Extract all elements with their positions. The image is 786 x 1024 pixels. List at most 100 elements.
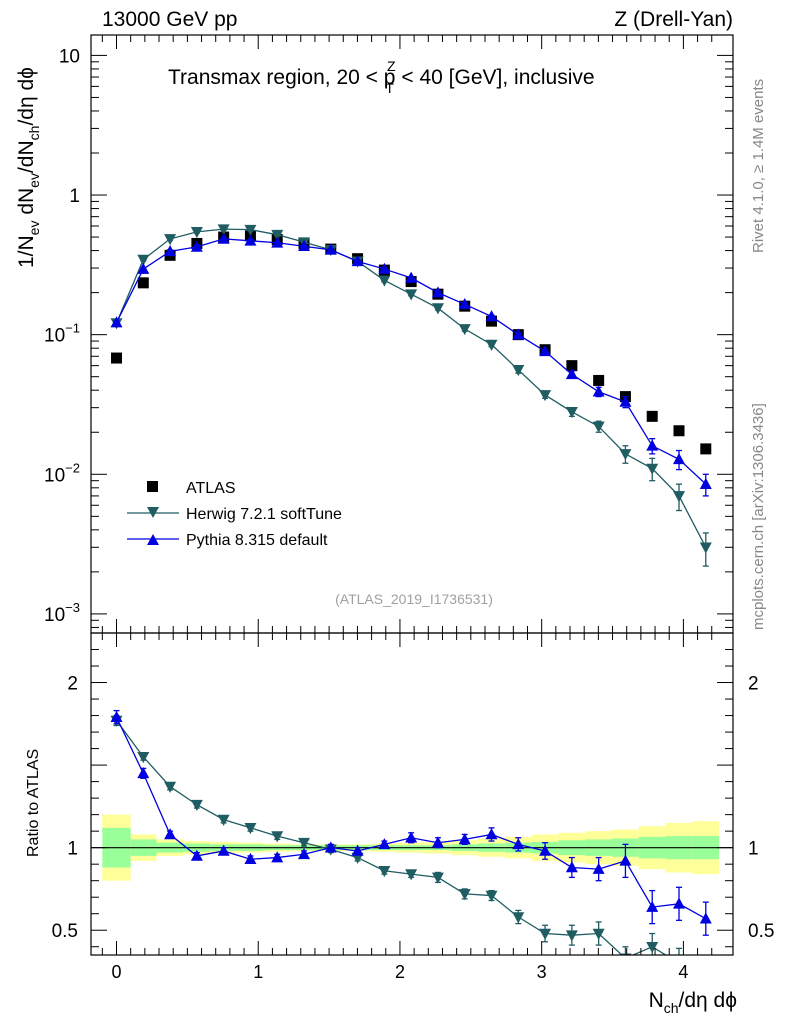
y-tick-label-exponent: −2 [65, 460, 80, 475]
herwig-point [190, 227, 203, 239]
herwig-point [164, 234, 177, 246]
pythia-ratio-point [485, 828, 498, 840]
pythia-ratio-point [699, 912, 712, 924]
pythia-point [539, 345, 552, 357]
herwig-ratio-point [431, 872, 444, 884]
x-tick-label: 4 [678, 962, 688, 982]
herwig-point [405, 289, 418, 301]
main-plot-series [110, 224, 712, 567]
legend-marker-pythia [147, 534, 159, 545]
y-tick-label-exponent: −3 [65, 600, 80, 615]
herwig-ratio-point [485, 890, 498, 902]
herwig-point [673, 491, 686, 503]
plot-title: Transmax region, 20 < pTZ < 40 [GeV], in… [168, 58, 595, 96]
x-tick-label: 0 [112, 962, 122, 982]
herwig-ratio-point [217, 814, 230, 826]
legend-label-herwig: Herwig 7.2.1 softTune [186, 506, 342, 523]
y-tick-label-exponent: −1 [65, 321, 80, 336]
pythia-ratio-point [565, 861, 578, 873]
herwig-ratio-point [271, 831, 284, 843]
y-tick-label-base: 10 [44, 465, 65, 486]
pythia-ratio-point [378, 838, 391, 850]
herwig-ratio-point [298, 837, 311, 850]
legend-marker-herwig [147, 507, 159, 518]
herwig-point [271, 229, 284, 241]
y-tick-label-ratio-right: 2 [748, 674, 759, 695]
y-tick-label-base: 10 [44, 326, 65, 347]
plot-title-sub: T [385, 80, 394, 96]
x-tick-label: 1 [253, 962, 263, 982]
x-tick-label: 2 [395, 962, 405, 982]
herwig-ratio-point [539, 928, 552, 940]
y-tick-label-main: 1 [69, 186, 80, 207]
pythia-point [190, 240, 203, 252]
y-tick-label-base: 1 [69, 186, 80, 207]
pythia-ratio-point [619, 854, 632, 866]
y-tick-label-ratio-right: 1 [748, 839, 759, 860]
pythia-point [324, 243, 337, 255]
atlas-point [566, 360, 578, 372]
y-tick-label-main: 10−2 [44, 460, 80, 486]
pythia-point [673, 453, 686, 465]
pythia-point [619, 395, 632, 407]
pythia-point [646, 439, 659, 451]
y-tick-label-main: 10−1 [44, 321, 80, 347]
herwig-ratio-point [164, 781, 177, 793]
ratio-plot-frame [90, 632, 734, 956]
herwig-ratio-point [137, 752, 150, 764]
analysis-id: (ATLAS_2019_I1736531) [335, 591, 493, 607]
pythia-point [137, 262, 150, 274]
pythia-ratio-point [164, 828, 177, 840]
herwig-point [512, 365, 525, 377]
x-tick-label: 3 [537, 962, 547, 982]
pythia-ratio-point [324, 841, 337, 853]
herwig-point [458, 324, 471, 336]
herwig-ratio-point [512, 912, 525, 924]
herwig-ratio-point [700, 975, 712, 986]
pythia-point [431, 286, 444, 298]
pythia-point [565, 368, 578, 380]
pythia-ratio-point [405, 831, 418, 843]
herwig-ratio-point [565, 930, 578, 942]
pythia-point [485, 310, 498, 322]
legend-marker-atlas [147, 481, 158, 492]
herwig-point [619, 449, 632, 461]
herwig-point [244, 224, 257, 236]
y-axis-label-ratio: Ratio to ATLAS [25, 749, 42, 857]
pythia-point [164, 245, 177, 257]
plot-title-sup: Z [387, 58, 396, 74]
pythia-point [217, 232, 230, 244]
y-tick-label-ratio: 0.5 [52, 921, 78, 942]
pythia-ratio-point [351, 844, 364, 856]
pythia-point [699, 477, 712, 489]
y-tick-label-base: 10 [59, 46, 80, 67]
y-tick-label-ratio-right: 0.5 [748, 921, 774, 942]
pythia-point [351, 255, 364, 267]
pythia-ratio-point [137, 767, 150, 779]
herwig-point [378, 275, 391, 287]
pythia-point [271, 236, 284, 248]
herwig-point [592, 421, 605, 433]
pythia-ratio-point [110, 710, 123, 723]
atlas-point [593, 374, 605, 386]
pythia-ratio-point [592, 862, 605, 874]
atlas-point [137, 277, 149, 289]
pythia-ratio-point [431, 836, 444, 848]
pythia-point [592, 385, 605, 397]
herwig-ratio-point [646, 941, 659, 954]
pythia-ratio-point [298, 847, 311, 860]
pythia-ratio-point [190, 849, 203, 861]
y-tick-label-main: 10−3 [44, 600, 80, 626]
pythia-ratio-point [217, 844, 230, 856]
atlas-point [111, 352, 123, 364]
herwig-point [485, 339, 498, 351]
pythia-ratio-point [512, 838, 525, 850]
pythia-ratio-line [115, 716, 707, 920]
pythia-ratio-point [539, 844, 552, 856]
pythia-point [244, 234, 257, 246]
y-tick-label-ratio: 1 [67, 839, 78, 860]
herwig-point [217, 224, 230, 236]
pythia-ratio-point [458, 833, 471, 845]
pythia-ratio-point [271, 851, 284, 863]
